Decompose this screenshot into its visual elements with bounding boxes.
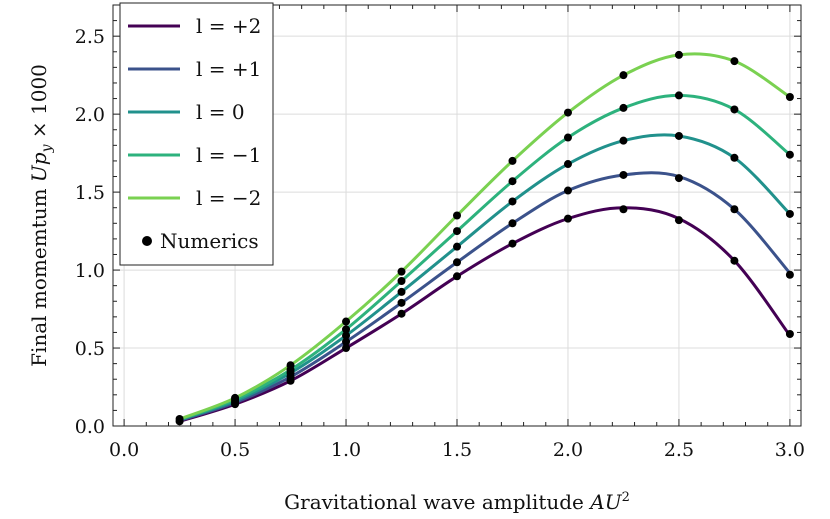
numerics-point [674, 131, 683, 140]
numerics-point [453, 258, 461, 267]
legend-label: l = −1 [196, 143, 261, 167]
numerics-point [342, 344, 351, 353]
x-tick-label: 0.0 [109, 439, 139, 461]
numerics-point [730, 256, 739, 265]
numerics-point [563, 133, 572, 142]
numerics-point [175, 414, 184, 423]
numerics-point [563, 160, 572, 169]
y-tick-label: 2.5 [75, 26, 105, 48]
numerics-point [453, 242, 461, 251]
numerics-point [563, 108, 572, 117]
numerics-point [619, 170, 628, 179]
numerics-point [619, 103, 628, 112]
numerics-point [286, 361, 295, 370]
numerics-point [453, 272, 461, 281]
numerics-point [730, 205, 739, 214]
numerics-point [785, 330, 794, 339]
numerics-point [397, 309, 406, 318]
legend-label: l = 0 [196, 100, 245, 124]
y-tick-label: 0.0 [75, 416, 105, 438]
legend-label: l = −2 [196, 186, 261, 210]
y-tick-label: 1.5 [75, 182, 105, 204]
numerics-points [175, 50, 794, 426]
numerics-point [674, 50, 683, 59]
legend: l = +2 l = +1 l = 0 l = −1 l = −2 Numerics [119, 2, 274, 266]
x-tick-label: 1.5 [442, 439, 472, 461]
numerics-point [785, 150, 794, 159]
legend-label: Numerics [160, 229, 259, 253]
numerics-point [508, 156, 517, 165]
numerics-point [453, 211, 461, 220]
ticks: 0.0 0.5 1.0 1.5 2.0 2.5 3.0 0.0 0.5 1.0 1.5 2.0 2.5 [75, 4, 805, 461]
numerics-point [397, 267, 406, 276]
numerics-point [342, 317, 351, 326]
y-axis-title: Final momemtum Upy × 1000 [27, 64, 55, 367]
x-axis-title: Gravitational wave amplitude AU2 [284, 490, 630, 514]
numerics-point [397, 276, 406, 285]
numerics-point [674, 216, 683, 225]
numerics-point [508, 219, 517, 228]
y-tick-label: 1.0 [75, 260, 105, 282]
numerics-point [619, 136, 628, 145]
numerics-point [397, 298, 406, 307]
numerics-point [785, 92, 794, 101]
numerics-point [730, 105, 739, 114]
x-tick-label: 2.0 [553, 439, 583, 461]
numerics-point [674, 91, 683, 100]
numerics-point [785, 270, 794, 279]
x-tick-label: 2.5 [664, 439, 694, 461]
legend-box [119, 2, 274, 266]
legend-label: l = +2 [196, 14, 261, 38]
legend-numerics-marker [142, 236, 152, 246]
numerics-point [563, 214, 572, 223]
numerics-point [342, 337, 351, 346]
numerics-point [730, 57, 739, 66]
y-tick-label: 0.5 [75, 338, 105, 360]
x-tick-label: 0.5 [220, 439, 250, 461]
numerics-point [674, 174, 683, 183]
numerics-point [508, 177, 517, 186]
numerics-point [342, 331, 351, 340]
numerics-point [453, 227, 461, 236]
numerics-point [231, 393, 240, 402]
numerics-point [508, 239, 517, 248]
numerics-point [785, 209, 794, 218]
x-tick-label: 1.0 [331, 439, 361, 461]
numerics-point [563, 186, 572, 195]
numerics-point [619, 71, 628, 80]
numerics-point [342, 325, 351, 334]
legend-label: l = +1 [196, 57, 261, 81]
numerics-point [508, 197, 517, 206]
numerics-point [730, 153, 739, 162]
numerics-point [619, 205, 628, 214]
numerics-point [397, 287, 406, 296]
y-tick-label: 2.0 [75, 104, 105, 126]
x-tick-label: 3.0 [775, 439, 805, 461]
